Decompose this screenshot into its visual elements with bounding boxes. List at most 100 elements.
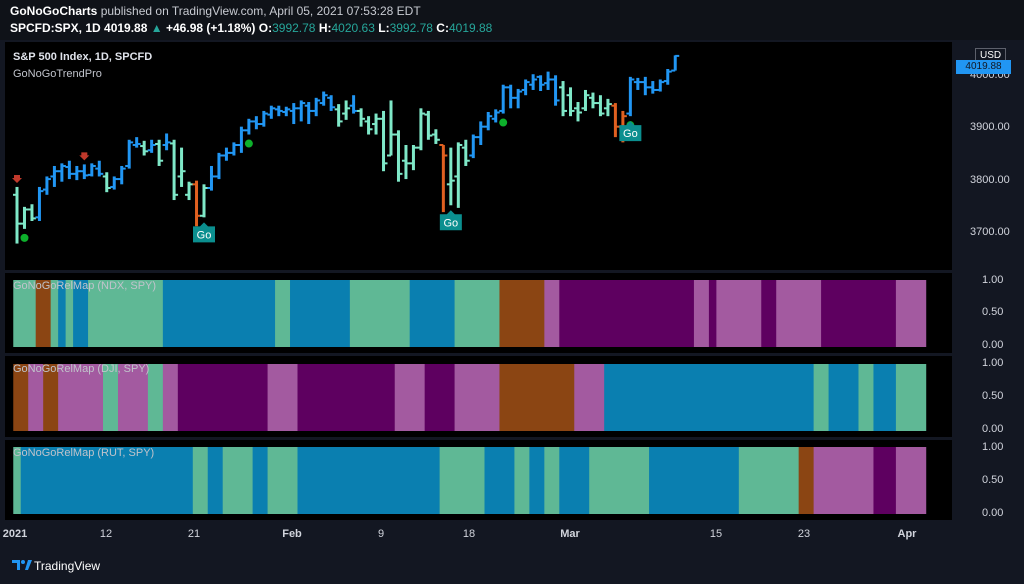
- close-label: C:: [436, 21, 449, 35]
- ohlc-bar: [461, 139, 470, 166]
- go-label-marker: Go: [439, 210, 462, 231]
- symbol-label[interactable]: SPCFD:SPX, 1D: [10, 21, 101, 35]
- ohlc-bar: [656, 79, 665, 92]
- ohlc-bar: [529, 74, 538, 90]
- price-chart[interactable]: Go Go Go: [5, 42, 952, 270]
- relmap-segment: [544, 280, 560, 347]
- ohlc-bar: [117, 165, 126, 185]
- ohlc-bar: [297, 100, 306, 122]
- high-value: 4020.63: [331, 21, 375, 35]
- ohlc-bar: [222, 147, 231, 161]
- ohlc-bar: [491, 109, 500, 123]
- ohlc-bar: [566, 87, 575, 117]
- relmap-segment: [873, 447, 897, 514]
- ohlc-bar: [289, 103, 298, 125]
- x-label-feb: Feb: [282, 528, 302, 540]
- ohlc-bar: [229, 142, 238, 156]
- ohlc-bar: [312, 97, 321, 117]
- open-value: 3992.78: [272, 21, 316, 35]
- relmap-segment: [798, 447, 815, 514]
- relmap-segment: [895, 447, 927, 514]
- relmap-segment: [439, 447, 485, 514]
- ohlc-bar: [185, 181, 194, 201]
- ohlc-bar: [387, 100, 395, 157]
- relmap-segment: [88, 280, 164, 347]
- relmap-segment: [177, 364, 268, 431]
- relmap-title-rut[interactable]: GoNoGoRelMap (RUT, SPY): [13, 447, 155, 459]
- relmap-segment: [693, 280, 710, 347]
- x-label-apr: Apr: [897, 528, 917, 540]
- publisher-name[interactable]: GoNoGoCharts: [10, 4, 98, 18]
- ohlc-bar: [20, 206, 29, 229]
- ohlc-bar: [207, 165, 216, 191]
- low-value: 3992.78: [389, 21, 433, 35]
- relmap-pane-ndx[interactable]: GoNoGoRelMap (NDX, SPY): [5, 273, 952, 353]
- up-triangle-icon: ▲: [150, 21, 163, 35]
- ohlc-bar: [446, 147, 455, 206]
- ohlc-bar: [551, 75, 560, 106]
- go-label-text: Go: [623, 128, 638, 140]
- relmap-segment: [454, 280, 500, 347]
- relmap-pane-dji[interactable]: GoNoGoRelMap (DJI, SPY): [5, 356, 952, 437]
- tradingview-brand[interactable]: TradingView: [34, 559, 101, 573]
- go-dot-marker: [20, 233, 29, 242]
- ohlc-bar: [27, 204, 36, 222]
- ohlc-bar: [394, 130, 403, 182]
- y-tick-3700: 3700.00: [970, 226, 1010, 238]
- relmap-segment: [776, 280, 822, 347]
- ohlc-bar: [267, 105, 276, 119]
- relmap-segment: [559, 447, 590, 514]
- relmap-segment: [738, 447, 800, 514]
- relmap-title-ndx[interactable]: GoNoGoRelMap (NDX, SPY): [13, 280, 157, 292]
- ohlc-bar: [177, 147, 186, 187]
- relmap-segment: [73, 280, 89, 347]
- ohlc-bar: [499, 84, 508, 114]
- ohlc-bar: [87, 163, 96, 177]
- relmap-segment: [222, 447, 254, 514]
- indicator-name[interactable]: GoNoGoTrendPro: [13, 68, 102, 80]
- relmap-segment: [821, 280, 897, 347]
- ohlc-bar: [424, 110, 433, 140]
- footer: TradingView: [0, 548, 1024, 584]
- relmap-segment: [895, 280, 927, 347]
- ohlc-bar: [80, 164, 89, 180]
- ohlc-bar: [611, 103, 620, 138]
- dji-tick-0: 0.00: [982, 423, 1004, 435]
- go-label-marker: Go: [193, 222, 215, 243]
- relmap-segment: [43, 364, 59, 431]
- ohlc-bar: [544, 71, 553, 90]
- ohlc-bar: [125, 139, 134, 169]
- ohlc-bar: [357, 108, 366, 127]
- ohlc-bar: [147, 139, 156, 153]
- price-axis[interactable]: 4000.00 3900.00 3800.00 3700.00 1.00 0.5…: [952, 42, 1024, 520]
- ohlc-bar: [102, 172, 111, 193]
- ohlc-bar: [13, 186, 21, 244]
- last-price-tag: 4019.88: [956, 60, 1011, 74]
- ohlc-bar: [409, 145, 418, 171]
- y-tick-3900: 3900.00: [970, 121, 1010, 133]
- x-label-12: 12: [99, 528, 113, 540]
- ohlc-bar: [170, 139, 179, 201]
- x-label-18: 18: [462, 528, 476, 540]
- ohlc-bar: [536, 75, 545, 92]
- relmap-pane-rut[interactable]: GoNoGoRelMap (RUT, SPY): [5, 440, 952, 520]
- price-pane[interactable]: Go Go Go S&P 500 Index, 1D, SPCFD GoNoGoTr…: [5, 42, 952, 270]
- ohlc-bar: [274, 105, 283, 117]
- x-label-mar: Mar: [560, 528, 580, 540]
- relmap-segment: [252, 447, 268, 514]
- relmap-segment: [162, 280, 276, 347]
- relmap-segment: [13, 447, 22, 514]
- close-value: 4019.88: [448, 21, 493, 35]
- relmap-segment: [162, 364, 179, 431]
- tradingview-logo-icon[interactable]: [12, 558, 32, 572]
- ohlc-bar: [342, 100, 351, 120]
- relmap-title-dji[interactable]: GoNoGoRelMap (DJI, SPY): [13, 363, 150, 375]
- ohlc-bar: [648, 81, 657, 94]
- relmap-segment: [58, 280, 67, 347]
- ohlc-bar: [162, 133, 171, 151]
- time-axis[interactable]: 2021 12 21 Feb 9 18 Mar 15 23 Apr: [3, 522, 952, 544]
- ohlc-bar: [35, 186, 44, 222]
- relmap-segment: [297, 364, 396, 431]
- ohlc-bar: [282, 106, 291, 117]
- ohlc-bar: [200, 184, 208, 218]
